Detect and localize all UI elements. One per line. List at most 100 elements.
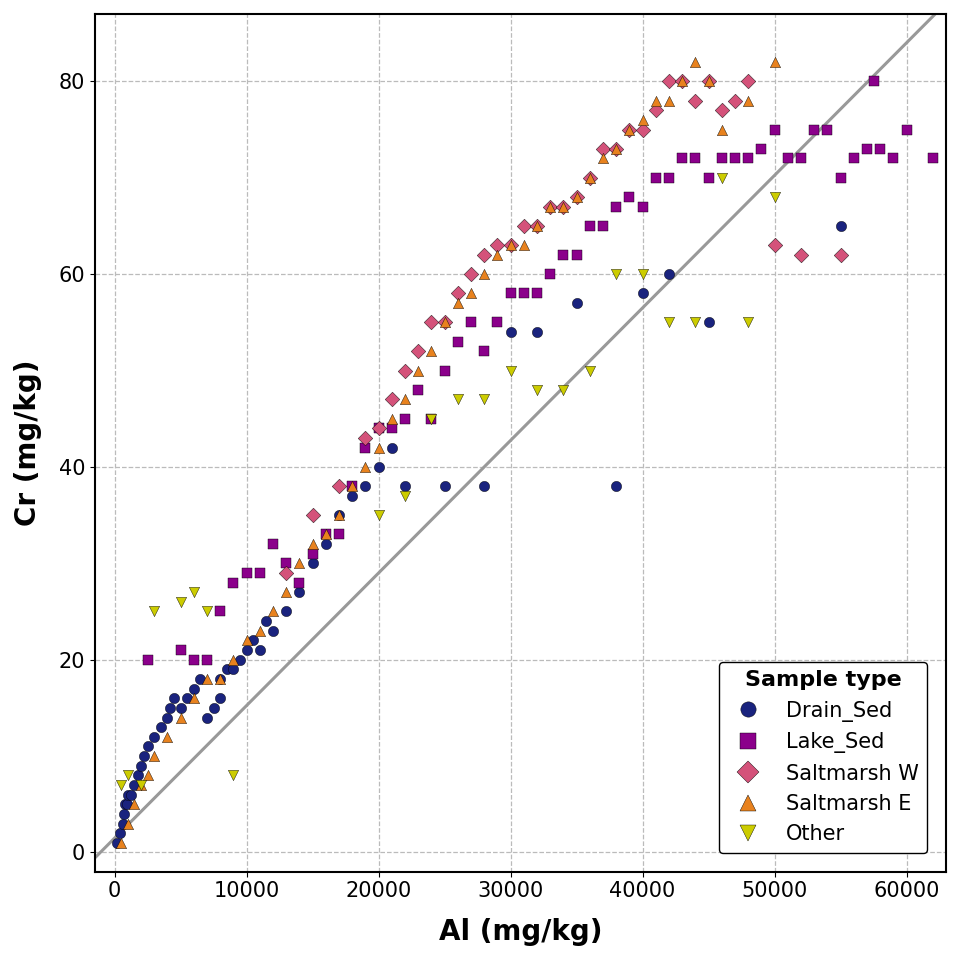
Drain_Sed — [371, 459, 386, 474]
Drain_Sed — [115, 816, 131, 831]
Saltmarsh E — [582, 170, 597, 185]
Other — [133, 778, 149, 793]
Saltmarsh W — [833, 247, 849, 262]
Lake_Sed — [833, 170, 849, 185]
Drain_Sed — [265, 623, 280, 638]
Other — [687, 315, 703, 330]
Other — [226, 768, 241, 783]
Lake_Sed — [140, 652, 156, 667]
Lake_Sed — [859, 141, 875, 156]
Saltmarsh E — [503, 237, 518, 252]
Drain_Sed — [159, 709, 175, 725]
Saltmarsh E — [648, 93, 663, 108]
Other — [635, 267, 650, 282]
Saltmarsh E — [437, 315, 452, 330]
Saltmarsh W — [793, 247, 808, 262]
Lake_Sed — [226, 575, 241, 590]
Saltmarsh E — [358, 459, 373, 474]
Saltmarsh E — [113, 835, 129, 851]
Lake_Sed — [925, 151, 941, 166]
Saltmarsh E — [661, 93, 677, 108]
Lake_Sed — [675, 151, 690, 166]
Lake_Sed — [635, 199, 650, 214]
Legend: Drain_Sed, Lake_Sed, Saltmarsh W, Saltmarsh E, Other: Drain_Sed, Lake_Sed, Saltmarsh W, Saltma… — [719, 662, 927, 852]
Lake_Sed — [265, 537, 280, 552]
Drain_Sed — [701, 315, 716, 330]
Saltmarsh E — [516, 237, 532, 252]
Lake_Sed — [371, 420, 386, 436]
Lake_Sed — [899, 122, 914, 137]
Saltmarsh W — [728, 93, 743, 108]
Saltmarsh W — [648, 103, 663, 118]
Saltmarsh W — [661, 74, 677, 89]
Other — [371, 508, 386, 523]
Saltmarsh E — [529, 218, 544, 233]
Drain_Sed — [136, 749, 152, 764]
Drain_Sed — [661, 267, 677, 282]
Drain_Sed — [358, 478, 373, 493]
Saltmarsh E — [464, 286, 479, 301]
Lake_Sed — [384, 420, 399, 436]
Saltmarsh E — [609, 141, 624, 156]
Lake_Sed — [423, 411, 439, 426]
Drain_Sed — [635, 286, 650, 301]
Lake_Sed — [490, 315, 505, 330]
Saltmarsh W — [503, 237, 518, 252]
Saltmarsh W — [305, 508, 321, 523]
Saltmarsh E — [542, 199, 558, 214]
Saltmarsh W — [397, 363, 413, 378]
Saltmarsh E — [318, 527, 333, 542]
Saltmarsh E — [127, 797, 142, 812]
Saltmarsh E — [292, 556, 307, 571]
Drain_Sed — [186, 681, 202, 696]
Saltmarsh W — [411, 344, 426, 359]
Drain_Sed — [119, 797, 134, 812]
Saltmarsh E — [159, 729, 175, 744]
Lake_Sed — [450, 334, 466, 349]
Saltmarsh W — [542, 199, 558, 214]
Saltmarsh E — [397, 392, 413, 407]
Saltmarsh W — [384, 392, 399, 407]
Drain_Sed — [239, 642, 254, 658]
Drain_Sed — [212, 671, 228, 686]
Other — [503, 363, 518, 378]
Drain_Sed — [476, 478, 492, 493]
Drain_Sed — [109, 835, 125, 851]
Other — [147, 604, 162, 619]
Saltmarsh W — [278, 565, 294, 581]
Drain_Sed — [140, 739, 156, 755]
Lake_Sed — [754, 141, 769, 156]
Lake_Sed — [437, 363, 452, 378]
Drain_Sed — [503, 324, 518, 340]
Lake_Sed — [556, 247, 571, 262]
Lake_Sed — [278, 556, 294, 571]
Saltmarsh E — [200, 671, 215, 686]
Lake_Sed — [569, 247, 585, 262]
Saltmarsh E — [265, 604, 280, 619]
Drain_Sed — [212, 690, 228, 706]
Saltmarsh W — [464, 267, 479, 282]
Saltmarsh W — [595, 141, 611, 156]
Lake_Sed — [186, 652, 202, 667]
Saltmarsh E — [371, 440, 386, 455]
Other — [556, 382, 571, 397]
Other — [582, 363, 597, 378]
Drain_Sed — [232, 652, 248, 667]
Saltmarsh W — [569, 189, 585, 204]
Other — [740, 315, 756, 330]
Lake_Sed — [476, 344, 492, 359]
Saltmarsh E — [133, 778, 149, 793]
Drain_Sed — [154, 719, 169, 734]
Lake_Sed — [873, 141, 888, 156]
Drain_Sed — [292, 585, 307, 600]
Drain_Sed — [226, 661, 241, 677]
Saltmarsh W — [701, 74, 716, 89]
Lake_Sed — [358, 440, 373, 455]
Saltmarsh E — [186, 690, 202, 706]
Drain_Sed — [162, 700, 178, 715]
Drain_Sed — [131, 768, 146, 783]
Lake_Sed — [397, 411, 413, 426]
Lake_Sed — [780, 151, 796, 166]
Saltmarsh E — [147, 749, 162, 764]
Saltmarsh W — [767, 237, 782, 252]
